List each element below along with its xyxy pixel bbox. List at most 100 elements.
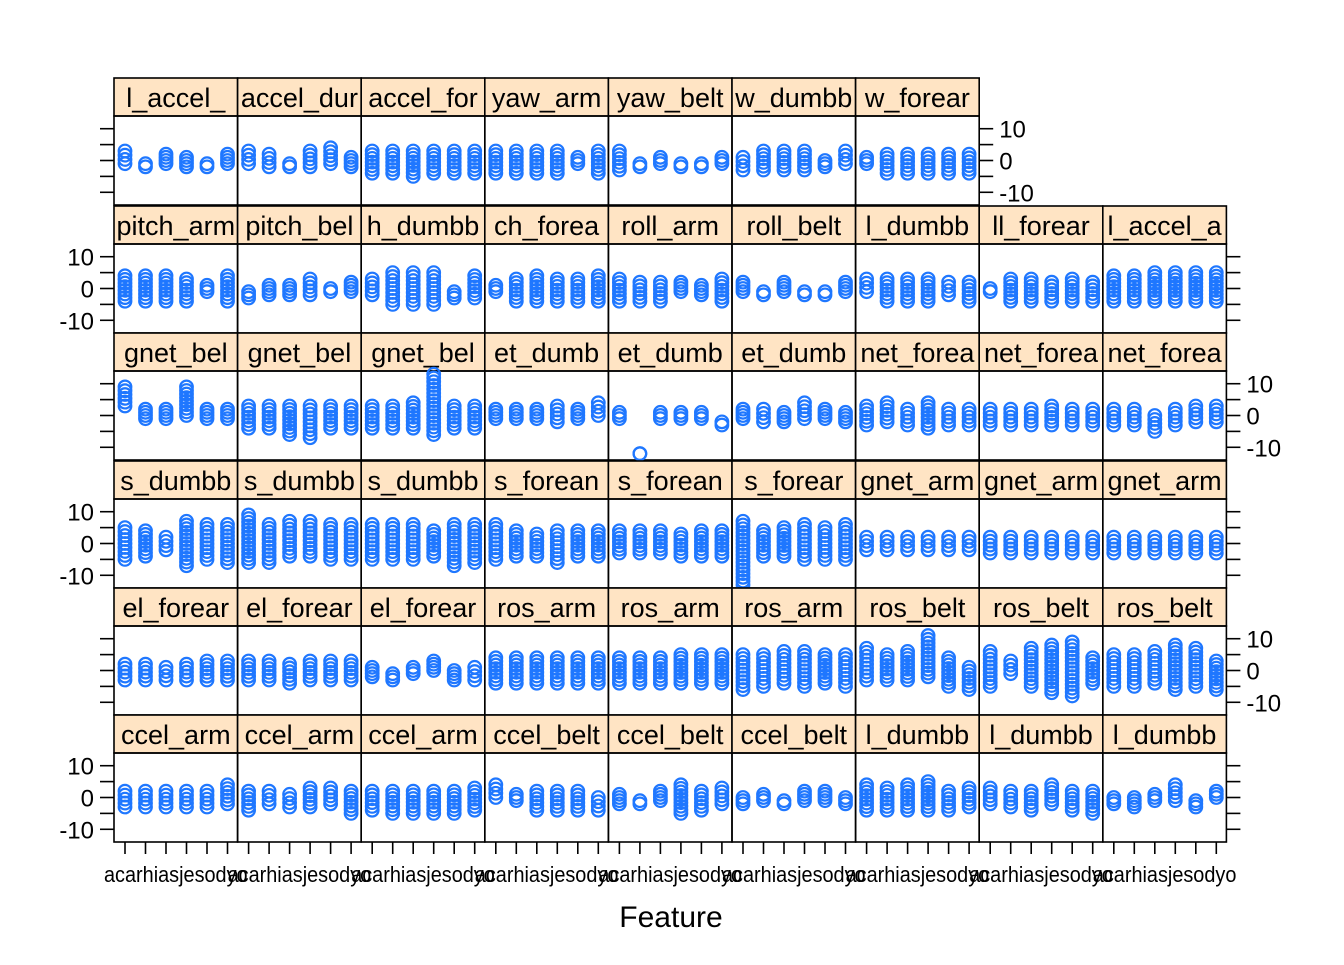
- data-point: [735, 154, 751, 169]
- data-point: [282, 548, 298, 564]
- panel-strip: [236, 205, 363, 245]
- data-point: [1023, 678, 1039, 694]
- y-axis: 10 0 -10: [100, 372, 1281, 462]
- panel-strip: [360, 205, 486, 245]
- data-point: [838, 147, 853, 163]
- data-point: [612, 545, 627, 561]
- data-point: [1085, 293, 1101, 309]
- data-point: [982, 788, 998, 804]
- data-point: [653, 293, 668, 309]
- panel: pitch_bel: [236, 205, 363, 334]
- strip-label: roll_belt: [747, 211, 842, 241]
- panel: l_dumbb: [854, 714, 980, 843]
- strip-label: gnet_bel: [124, 338, 228, 368]
- data-point: [1023, 541, 1039, 557]
- data-point: [590, 548, 606, 564]
- panel-strip: [236, 587, 363, 627]
- data-point: [1023, 537, 1039, 553]
- data-point: [570, 293, 586, 309]
- data-point: [343, 805, 359, 821]
- data-point: [1167, 409, 1183, 425]
- data-point: [261, 155, 277, 171]
- data-point: [1023, 413, 1039, 429]
- data-point: [261, 420, 277, 436]
- data-point: [385, 805, 401, 821]
- data-point: [179, 558, 194, 574]
- data-point: [488, 165, 504, 181]
- data-point: [220, 411, 235, 427]
- data-point: [323, 152, 339, 168]
- data-point: [756, 287, 771, 303]
- data-point: [920, 533, 936, 549]
- y-tick-label: -10: [59, 308, 94, 335]
- data-point: [982, 671, 998, 687]
- strip-label: l_dumbb: [866, 211, 970, 241]
- data-point: [1188, 406, 1204, 422]
- panels-layer: l_accel_ accel_dur accel_for yaw_arm yaw_bel…: [59, 77, 1281, 844]
- data-point: [797, 675, 812, 690]
- data-point: [426, 805, 442, 821]
- data-point: [179, 672, 194, 688]
- data-point: [488, 544, 504, 560]
- data-point: [323, 548, 339, 563]
- panel-frame: [978, 752, 1104, 843]
- x-tick-label: acarhiasjesodyo: [969, 862, 1113, 887]
- data-point: [1106, 541, 1122, 557]
- data-point: [117, 795, 133, 811]
- data-point: [1003, 293, 1019, 309]
- data-point: [859, 275, 874, 291]
- data-point: [302, 548, 318, 564]
- data-point: [797, 407, 812, 423]
- panel: l_accel_a: [1102, 205, 1228, 334]
- panel-frame: [236, 370, 363, 461]
- panel: accel_for: [360, 77, 486, 206]
- data-point: [653, 793, 668, 809]
- data-point: [961, 409, 977, 425]
- panel: ch_forea: [483, 205, 610, 334]
- panel-frame: [236, 625, 363, 716]
- y-tick-label: 10: [67, 754, 94, 781]
- data-point: [735, 411, 751, 427]
- data-point: [179, 668, 194, 684]
- data-point: [590, 403, 606, 419]
- panel-frame: [978, 498, 1104, 589]
- panel-strip: [236, 332, 363, 372]
- data-point: [282, 675, 298, 691]
- data-point: [343, 548, 359, 563]
- data-point: [1208, 293, 1224, 309]
- data-point: [1085, 409, 1101, 425]
- panel: ros_arm: [731, 587, 857, 716]
- data-point: [1003, 409, 1019, 425]
- data-point: [900, 538, 915, 554]
- panel: ros_belt: [978, 587, 1104, 716]
- panel-strip: [607, 205, 733, 245]
- data-point: [756, 678, 771, 694]
- data-point: [776, 414, 792, 430]
- data-point: [385, 293, 401, 308]
- panel-strip: [360, 77, 486, 117]
- panel-strip: [360, 714, 486, 754]
- data-point: [859, 664, 874, 680]
- data-point: [776, 796, 792, 812]
- panel: s_dumbb: [360, 460, 486, 589]
- data-point: [1106, 413, 1122, 429]
- data-point: [1003, 413, 1019, 429]
- data-point: [859, 802, 874, 818]
- data-point: [1208, 682, 1224, 697]
- panel: s_dumbb: [113, 460, 239, 589]
- data-point: [982, 678, 998, 694]
- data-point: [1064, 802, 1080, 818]
- data-point: [590, 798, 606, 814]
- data-point: [817, 287, 833, 303]
- data-point: [653, 411, 668, 427]
- data-point: [488, 548, 504, 563]
- data-point: [859, 156, 874, 172]
- data-point: [323, 148, 339, 164]
- panel-frame: [483, 625, 610, 716]
- data-point: [199, 799, 215, 815]
- data-point: [508, 293, 524, 309]
- data-point: [694, 159, 709, 175]
- data-point: [343, 551, 359, 567]
- data-point: [549, 406, 565, 422]
- data-point: [405, 289, 421, 304]
